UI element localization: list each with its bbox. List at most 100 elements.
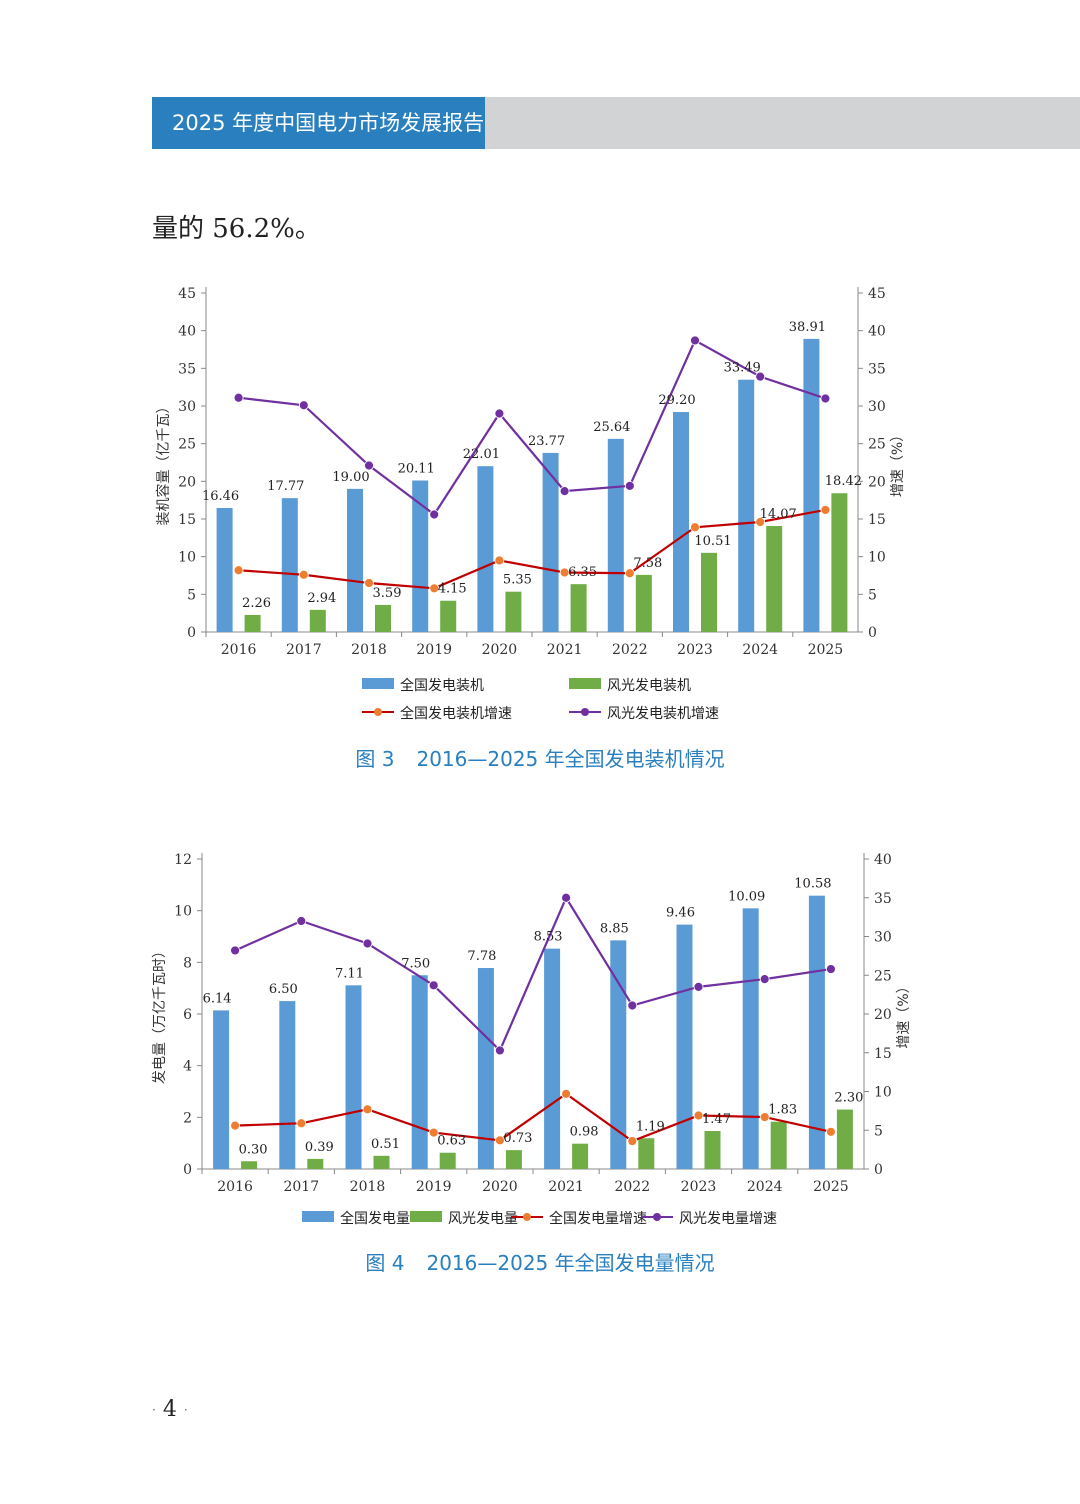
right-tick-label: 25 [868,437,886,453]
x-tick-label: 2024 [742,642,778,658]
bar-total [213,1010,230,1169]
point-wind-solar-growth [690,335,700,346]
point-wind-solar-growth [364,460,374,471]
figure-3-caption: 图 3 2016—2025 年全国发电装机情况 [0,743,1080,772]
label-total: 16.46 [202,489,239,504]
x-tick-label: 2025 [813,1179,849,1195]
page-number-value: 4 [162,1397,177,1422]
x-tick-label: 2022 [612,642,648,658]
x-tick-label: 2021 [547,642,583,658]
point-total-growth [820,505,831,515]
label-wind-solar: 18.42 [825,474,862,489]
label-wind-solar: 10.51 [694,534,731,549]
label-total: 10.09 [728,889,765,904]
x-tick-label: 2022 [614,1179,650,1195]
legend-label: 全国发电量增速 [549,1210,647,1227]
bar-total [673,412,689,632]
point-total-growth [494,1135,505,1146]
label-wind-solar: 6.35 [568,565,597,580]
point-total-growth [298,569,309,580]
point-total-growth [230,1120,241,1131]
label-total: 7.50 [401,956,430,971]
x-tick-label: 2018 [351,642,387,658]
left-tick-label: 5 [187,587,196,603]
label-wind-solar: 14.07 [760,507,797,522]
right-tick-label: 15 [874,1046,892,1062]
left-tick-label: 45 [178,286,196,302]
bar-total [216,508,233,632]
x-tick-label: 2023 [681,1179,717,1195]
bar-wind-solar [440,600,457,632]
left-tick-label: 12 [174,852,192,868]
right-tick-label: 40 [874,852,892,868]
point-wind-solar-growth [298,400,309,411]
point-total-growth [296,1118,307,1129]
right-tick-label: 10 [874,1085,892,1101]
legend-label: 风光发电量 [448,1211,518,1227]
label-total: 10.58 [794,877,831,892]
line-total-growth [238,508,826,590]
bar-wind-solar [505,591,522,632]
legend-marker [523,1213,531,1221]
x-tick-label: 2019 [416,1179,452,1195]
right-tick-label: 5 [874,1123,883,1139]
bar-wind-solar [307,1158,324,1169]
bar-total [345,985,362,1169]
left-tick-label: 0 [187,625,196,641]
legend-marker [374,708,382,716]
bar-total [542,452,559,632]
x-tick-label: 2023 [677,642,713,658]
point-total-growth [428,1127,439,1138]
right-tick-label: 40 [868,324,886,340]
right-tick-label: 5 [868,587,877,603]
label-total: 9.46 [666,906,695,921]
legend-swatch [410,1211,442,1222]
installed-capacity-chart: 051015202530354045051015202530354045装机容量… [155,286,906,722]
label-total: 7.11 [335,966,364,981]
point-total-growth [362,1104,373,1115]
point-total-growth [364,578,374,588]
label-total: 23.77 [528,434,565,449]
point-wind-solar-growth [230,945,241,956]
right-tick-label: 20 [874,1007,892,1023]
point-wind-solar-growth [627,1000,638,1011]
legend-swatch [569,678,601,689]
y-axis-title: 发电量（万亿千瓦时） [152,944,168,1084]
left-tick-label: 10 [174,904,192,920]
figure-3-number: 图 3 [355,747,395,771]
bar-wind-solar [375,604,391,632]
label-total: 8.85 [600,921,629,936]
bar-total [742,908,759,1169]
left-tick-label: 10 [178,550,196,566]
bar-wind-solar [701,552,717,632]
bar-total [808,895,825,1169]
bar-wind-solar [635,574,652,632]
point-wind-solar-growth [826,964,836,974]
legend-marker [581,708,589,716]
bar-total [347,488,363,632]
bar-wind-solar [831,493,848,632]
left-tick-label: 2 [183,1110,192,1126]
right-tick-label: 20 [868,474,886,490]
legend-marker [653,1213,661,1221]
line-wind-solar-growth [234,895,832,1053]
bar-wind-solar [241,1161,258,1169]
point-wind-solar-growth [559,486,570,497]
y-axis-title: 装机容量（亿千瓦） [155,400,172,526]
legend-label: 全国发电装机 [400,677,484,694]
left-tick-label: 25 [178,437,196,453]
bar-wind-solar [244,614,261,632]
label-wind-solar: 2.30 [834,1091,863,1106]
left-tick-label: 4 [183,1059,192,1075]
label-total: 33.49 [724,361,761,376]
x-tick-label: 2018 [350,1179,386,1195]
bar-total [803,338,820,632]
label-total: 7.78 [467,949,496,964]
point-wind-solar-growth [494,408,505,419]
right-tick-label: 30 [874,930,892,946]
bar-total [477,466,494,632]
figure-3-title: 2016—2025 年全国发电装机情况 [416,747,725,771]
page-number: · 4 · [152,1397,188,1422]
bar-wind-solar [572,1143,589,1169]
point-wind-solar-growth [820,393,831,404]
